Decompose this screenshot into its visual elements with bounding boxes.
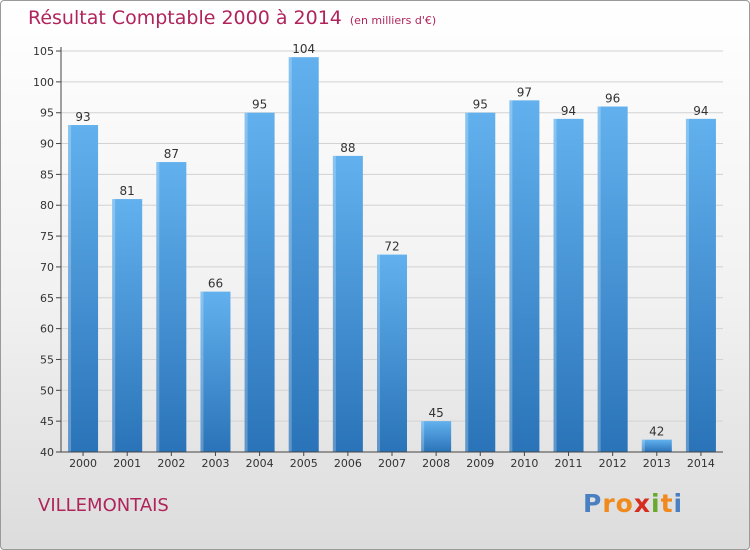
bar-value-label: 95 [252, 98, 267, 112]
y-tick-label: 95 [40, 107, 54, 120]
bar-2000 [68, 125, 99, 453]
x-tick-label: 2012 [599, 457, 627, 470]
chart-title: Résultat Comptable 2000 à 2014 (en millie… [28, 7, 436, 29]
x-tick-label: 2000 [69, 457, 97, 470]
x-tick-label: 2007 [378, 457, 406, 470]
chart-unit: (en milliers d'€) [349, 14, 437, 27]
bar-highlight [288, 57, 292, 453]
bar-highlight [597, 106, 601, 453]
x-tick-label: 2010 [510, 457, 538, 470]
bar-2010 [509, 100, 540, 452]
x-tick-label: 2005 [290, 457, 318, 470]
bar-2001 [112, 199, 143, 452]
y-tick-label: 45 [40, 415, 54, 428]
bar-highlight [200, 291, 204, 452]
bar-2012 [597, 106, 628, 453]
bar-highlight [553, 118, 557, 452]
x-tick-label: 2001 [113, 457, 141, 470]
logo-letter: r [602, 489, 616, 518]
logo-letter: i [673, 489, 684, 518]
y-tick-label: 60 [40, 323, 54, 336]
x-tick-label: 2004 [246, 457, 274, 470]
x-tick-label: 2008 [422, 457, 450, 470]
y-tick-label: 105 [33, 45, 54, 58]
x-tick-label: 2013 [643, 457, 671, 470]
bar-value-label: 66 [208, 277, 223, 291]
y-tick-label: 90 [40, 138, 54, 151]
bar-2004 [244, 112, 275, 452]
bar-value-label: 97 [517, 85, 532, 99]
bar-2006 [332, 155, 363, 452]
bar-2005 [288, 57, 319, 453]
bar-2009 [465, 112, 496, 452]
bar-highlight [156, 162, 160, 453]
bar-2002 [156, 162, 187, 453]
logo-letter: o [615, 489, 634, 518]
bar-value-label: 94 [693, 104, 708, 118]
bar-2011 [553, 118, 584, 452]
commune-name: VILLEMONTAIS [38, 495, 169, 516]
chart-title-text: Résultat Comptable 2000 à 2014 [28, 7, 342, 29]
bar-value-label: 104 [292, 42, 315, 56]
x-tick-label: 2006 [334, 457, 362, 470]
x-tick-label: 2003 [201, 457, 229, 470]
bar-highlight [332, 155, 336, 452]
bar-value-label: 45 [428, 406, 443, 420]
proxiti-logo: Proxiti [583, 489, 683, 518]
y-tick-label: 40 [40, 446, 54, 459]
bar-highlight [68, 125, 72, 453]
bar-value-label: 87 [164, 147, 179, 161]
x-tick-label: 2002 [157, 457, 185, 470]
y-tick-label: 55 [40, 353, 54, 366]
bar-highlight [377, 254, 380, 452]
bar-value-label: 42 [649, 425, 664, 439]
x-tick-label: 2011 [555, 457, 583, 470]
y-tick-label: 75 [40, 230, 54, 243]
y-tick-label: 65 [40, 292, 54, 305]
y-tick-label: 85 [40, 168, 54, 181]
logo-letter: x [633, 489, 651, 518]
y-tick-label: 70 [40, 261, 54, 274]
bar-highlight [421, 421, 425, 452]
bar-value-label: 93 [75, 110, 90, 124]
bar-value-label: 94 [561, 104, 576, 118]
bar-highlight [509, 100, 513, 452]
bar-highlight [685, 118, 689, 452]
bar-value-label: 81 [120, 184, 135, 198]
y-tick-label: 80 [40, 199, 54, 212]
bar-highlight [112, 199, 116, 452]
bar-highlight [465, 112, 469, 452]
bar-value-label: 95 [473, 98, 488, 112]
bar-2007 [377, 254, 407, 452]
bar-value-label: 88 [340, 141, 355, 155]
y-tick-label: 100 [33, 76, 54, 89]
y-tick-label: 50 [40, 384, 54, 397]
bar-2008 [421, 421, 452, 452]
bar-highlight [641, 439, 645, 452]
bar-value-label: 72 [384, 240, 399, 254]
x-tick-label: 2014 [687, 457, 715, 470]
bar-2013 [641, 439, 672, 452]
bar-value-label: 96 [605, 92, 620, 106]
logo-letter: i [651, 489, 661, 518]
x-tick-label: 2009 [466, 457, 494, 470]
logo-letter: t [660, 489, 674, 518]
bar-2014 [685, 118, 716, 452]
bar-highlight [244, 112, 248, 452]
bar-2003 [200, 291, 231, 452]
logo-letter: P [583, 489, 603, 518]
